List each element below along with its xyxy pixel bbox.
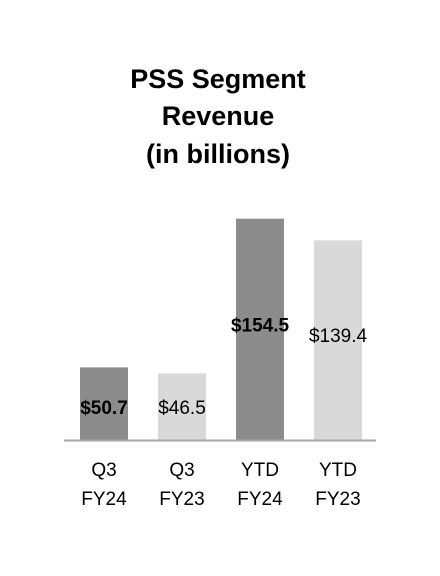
tick-label: FY23 bbox=[315, 489, 360, 510]
tick-label: FY24 bbox=[81, 489, 127, 510]
data-label: $46.5 bbox=[158, 398, 206, 419]
category-labels: Q3 FY24 Q3 FY23 YTD FY24 YTD FY23 bbox=[81, 460, 360, 510]
bars bbox=[80, 218, 362, 440]
tick-label: Q3 bbox=[91, 460, 116, 481]
title-line: PSS Segment bbox=[130, 64, 306, 94]
chart-title: PSS Segment Revenue (in billions) bbox=[130, 64, 306, 169]
data-label: $139.4 bbox=[309, 326, 368, 347]
title-line: (in billions) bbox=[146, 139, 290, 169]
tick-label: FY23 bbox=[159, 489, 204, 510]
value-labels: $50.7 $46.5 $154.5 $139.4 bbox=[80, 316, 367, 419]
data-label: $154.5 bbox=[231, 316, 290, 337]
bar bbox=[236, 218, 284, 440]
bar bbox=[80, 367, 128, 440]
title-line: Revenue bbox=[162, 101, 275, 131]
tick-label: FY24 bbox=[237, 489, 283, 510]
tick-label: YTD bbox=[319, 460, 357, 481]
tick-label: Q3 bbox=[169, 460, 194, 481]
bar bbox=[314, 240, 362, 440]
tick-label: YTD bbox=[241, 460, 279, 481]
bar bbox=[158, 373, 206, 440]
data-label: $50.7 bbox=[80, 398, 128, 419]
